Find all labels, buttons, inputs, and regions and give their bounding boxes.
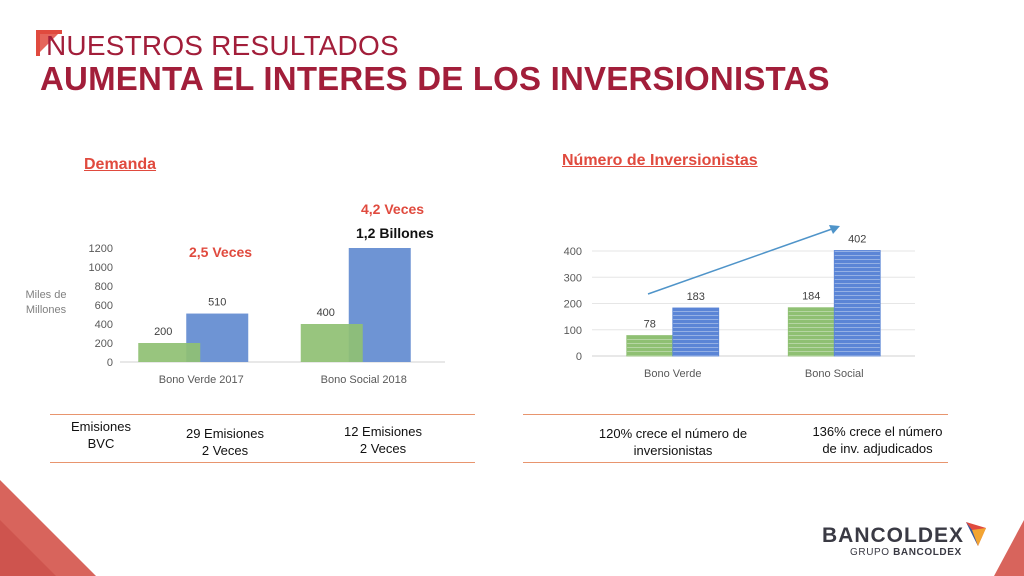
y-tick-label: 600 xyxy=(95,300,113,312)
bar-inversionistas-verde xyxy=(787,307,835,357)
demanda-title: Demanda xyxy=(84,156,157,173)
bancoldex-logo-text: BANCOLDEX xyxy=(822,524,965,547)
y-tick-label: 1000 xyxy=(89,262,113,274)
y-tick-label: 0 xyxy=(576,351,582,363)
data-label: 510 xyxy=(208,297,226,309)
data-label: 400 xyxy=(317,307,335,319)
amount-annotation: 1,2 Billones xyxy=(356,225,434,241)
ratio-annotation-verde: 2,5 Veces xyxy=(189,244,253,260)
bancoldex-logo-icon xyxy=(966,522,986,546)
bar-emision xyxy=(138,343,201,362)
data-label: 200 xyxy=(154,326,172,338)
data-label: 78 xyxy=(644,319,656,331)
page-title: AUMENTA EL INTERES DE LOS INVERSIONISTAS xyxy=(40,60,830,97)
bancoldex-logo-subtitle: GRUPO BANCOLDEX xyxy=(850,547,962,558)
table-left-col2: 12 Emisiones 2 Veces xyxy=(343,424,423,456)
y-tick-label: 300 xyxy=(564,272,582,284)
table-left-top-rule xyxy=(50,414,475,415)
x-tick-label: Bono Social xyxy=(805,368,864,380)
bar-inversionistas-azul xyxy=(672,307,720,357)
inversionistas-title: Número de Inversionistas xyxy=(562,152,758,169)
x-tick-label: Bono Social 2018 xyxy=(321,374,407,386)
table-left-label: Emisiones BVC xyxy=(71,419,131,451)
data-label: 183 xyxy=(687,291,705,303)
corner-triangle-shape xyxy=(994,520,1024,576)
decorative-triangle-shape xyxy=(0,480,96,576)
y-tick-label: 200 xyxy=(564,299,582,311)
table-right-col2: 136% crece el número de inv. adjudicados xyxy=(812,424,943,456)
page-kicker: NUESTROS RESULTADOS xyxy=(46,30,399,61)
trend-arrow-line xyxy=(647,228,833,295)
x-tick-label: Bono Verde xyxy=(644,368,702,380)
table-right-top-rule xyxy=(523,414,948,415)
y-tick-label: 1200 xyxy=(89,243,113,255)
table-left-bottom-rule xyxy=(50,462,475,463)
y-tick-label: 400 xyxy=(95,319,113,331)
y-tick-label: 0 xyxy=(107,357,113,369)
y-tick-label: 200 xyxy=(95,338,113,350)
table-right-col1: 120% crece el número de inversionistas xyxy=(598,426,748,458)
x-tick-label: Bono Verde 2017 xyxy=(159,374,244,386)
axis-unit-label: Miles de Millones xyxy=(25,289,67,316)
ratio-annotation-social: 4,2 Veces xyxy=(361,201,425,217)
trend-arrow-head xyxy=(829,225,840,234)
bar-inversionistas-verde xyxy=(626,335,674,357)
table-left-col1: 29 Emisiones 2 Veces xyxy=(185,426,265,458)
y-tick-label: 800 xyxy=(95,281,113,293)
corner-bracket-icon xyxy=(36,30,62,56)
bar-emision xyxy=(300,324,363,362)
y-tick-label: 400 xyxy=(564,246,582,258)
bar-inversionistas-azul xyxy=(833,250,881,357)
table-right-bottom-rule xyxy=(523,462,948,463)
y-tick-label: 100 xyxy=(564,325,582,337)
data-label: 402 xyxy=(848,233,866,245)
data-label: 184 xyxy=(802,291,820,303)
